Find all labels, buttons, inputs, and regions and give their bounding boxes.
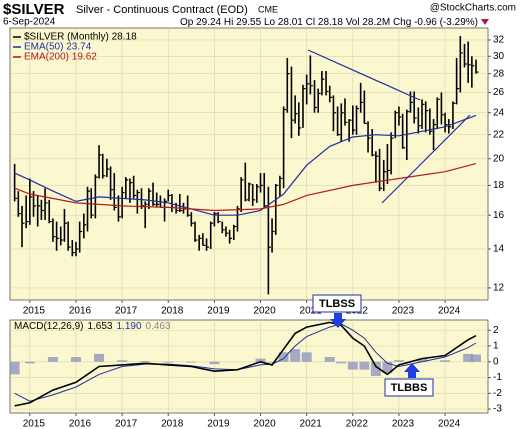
x-tick-label: 2024 [438, 306, 461, 317]
x-tick-label: 2020 [253, 306, 276, 317]
histogram-bar [290, 349, 301, 362]
histogram-bar [255, 358, 266, 362]
ema-line [14, 163, 477, 212]
histogram-bar [209, 361, 220, 365]
quote-item: Lo 28.01 [264, 17, 303, 28]
exchange: CME [258, 4, 278, 14]
y-tick-label: -2 [493, 388, 502, 399]
histogram-bar [186, 361, 197, 363]
histogram-bar [278, 352, 289, 362]
quote: Op 29.24 Hi 29.55 Lo 28.01 Cl 28.18 Vol … [180, 17, 478, 28]
macd-line [14, 321, 477, 407]
y-tick-label: 14 [493, 244, 505, 255]
quote-item: Cl 28.18 [306, 17, 344, 28]
histogram-bar [47, 357, 58, 362]
quote-item: Hi 29.55 [224, 17, 262, 28]
y-tick-label: 0 [493, 356, 499, 367]
x-tick-label: 2022 [346, 419, 369, 429]
histogram-bar [117, 360, 128, 362]
y-tick-label: 32 [493, 35, 505, 46]
histogram-bar [24, 361, 35, 364]
histogram-bar [417, 358, 428, 362]
arrow-up [404, 363, 420, 378]
histogram-bar [324, 357, 335, 362]
quote-item: Op 29.24 [180, 17, 222, 28]
x-tick-label: 2024 [438, 419, 461, 429]
legend-label: MACD(12,26,9) [14, 321, 83, 332]
source: @StockCharts.com [430, 3, 516, 14]
arrow-down [330, 313, 346, 328]
y-tick-label: 30 [493, 51, 505, 62]
annotation-box [384, 378, 434, 397]
y-tick-label: 1 [493, 341, 499, 352]
x-tick-label: 2019 [207, 306, 230, 317]
y-tick-label: -1 [493, 372, 502, 383]
x-tick-label: 2017 [115, 419, 138, 429]
y-tick-label: 16 [493, 210, 505, 221]
histogram-bar [440, 360, 451, 362]
histogram-bar [140, 360, 151, 362]
annotation: TLBBS [391, 382, 428, 394]
chart-title: $SILVER [3, 1, 65, 18]
x-tick-label: 2019 [207, 419, 230, 429]
y-tick-label: 12 [493, 283, 505, 294]
legend-label: 1.653 [87, 321, 112, 332]
y-tick-label: 2 [493, 325, 499, 336]
x-tick-label: 2018 [161, 306, 184, 317]
ema-line [14, 114, 477, 216]
quote-item: Vol 28.2M [346, 17, 390, 28]
x-tick-label: 2023 [392, 419, 415, 429]
histogram-bar [382, 361, 393, 373]
histogram-bar [336, 361, 347, 364]
x-tick-label: 2020 [253, 419, 276, 429]
histogram-bar [463, 353, 474, 362]
histogram-bar [267, 361, 278, 363]
histogram-bar [70, 357, 81, 362]
histogram-bar [9, 361, 20, 375]
price-panel [9, 27, 489, 301]
date: 6-Sep-2024 [3, 17, 56, 28]
histogram-bar [359, 361, 370, 370]
x-tick-label: 2021 [300, 306, 323, 317]
histogram-bar [393, 360, 404, 362]
x-tick-label: 2023 [392, 306, 415, 317]
down-marker [481, 19, 489, 25]
annotation-box [312, 294, 362, 313]
x-tick-label: 2015 [23, 419, 46, 429]
legend: MACD(12,26,9) 1.653 1.190 0.463 [14, 321, 171, 332]
legend-label: EMA(200) 19.62 [24, 52, 97, 63]
histogram-bar [347, 361, 358, 370]
histogram-bar [301, 352, 312, 362]
x-tick-label: 2017 [115, 306, 138, 317]
x-tick-label: 2015 [23, 306, 46, 317]
histogram-bar [370, 361, 381, 376]
macd-line [14, 323, 477, 402]
legend-label: 1.190 [117, 321, 142, 332]
y-tick-label: 24 [493, 107, 505, 118]
legend-label: EMA(50) 23.74 [24, 42, 92, 53]
y-tick-label: 20 [493, 153, 505, 164]
chart-subtitle: Silver - Continuous Contract (EOD) [76, 4, 248, 16]
x-tick-label: 2021 [300, 419, 323, 429]
histogram-bar [94, 353, 105, 362]
legend-label: 0.463 [146, 321, 171, 332]
y-tick-label: 18 [493, 180, 505, 191]
y-tick-label: 28 [493, 68, 505, 79]
y-tick-label: 26 [493, 87, 505, 98]
y-tick-label: -3 [493, 404, 502, 415]
trendline [381, 114, 471, 204]
quote-item: Chg -0.96 (-3.29%) [393, 17, 478, 28]
legend-label: $SILVER (Monthly) 28.18 [24, 32, 137, 43]
annotation: TLBSS [319, 298, 355, 310]
trendline [307, 49, 421, 101]
x-tick-label: 2016 [69, 419, 92, 429]
y-tick-label: 22 [493, 129, 505, 140]
x-tick-label: 2016 [69, 306, 92, 317]
histogram-bar [471, 354, 482, 362]
histogram-bar [163, 361, 174, 363]
x-tick-label: 2018 [161, 419, 184, 429]
